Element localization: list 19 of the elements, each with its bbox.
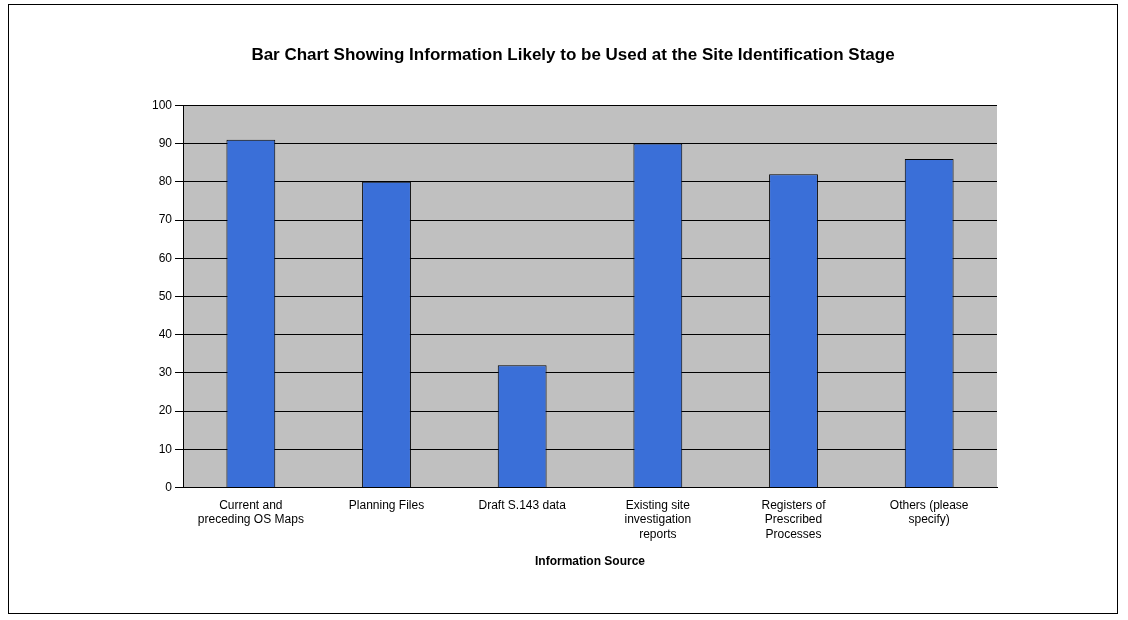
x-tick-label: Current and preceding OS Maps xyxy=(197,497,304,527)
x-tick-label: Existing site investigation reports xyxy=(624,497,692,541)
y-tick-label: 10 xyxy=(158,441,173,456)
y-tick-label: 50 xyxy=(158,288,173,303)
x-tick-label: Draft S.143 data xyxy=(478,497,567,512)
y-tick-label: 70 xyxy=(158,212,173,227)
y-tick-label: 60 xyxy=(158,250,173,265)
x-axis-title: Information Source xyxy=(535,554,646,569)
x-tick-label: Planning Files xyxy=(348,497,425,512)
y-tick-label: 90 xyxy=(158,135,173,150)
y-tick-label: 30 xyxy=(158,365,173,380)
x-tick-label: Registers of Prescribed Processes xyxy=(761,497,827,541)
chart-title: Bar Chart Showing Information Likely to be Used at the Site Identification Stage xyxy=(251,44,895,64)
y-tick-label: 40 xyxy=(158,326,173,341)
y-tick-label: 20 xyxy=(158,403,173,418)
y-tick-label: 100 xyxy=(151,97,173,112)
x-tick-label: Others (please specify) xyxy=(889,497,969,527)
y-tick-label: 0 xyxy=(165,479,173,494)
y-tick-label: 80 xyxy=(158,174,173,189)
